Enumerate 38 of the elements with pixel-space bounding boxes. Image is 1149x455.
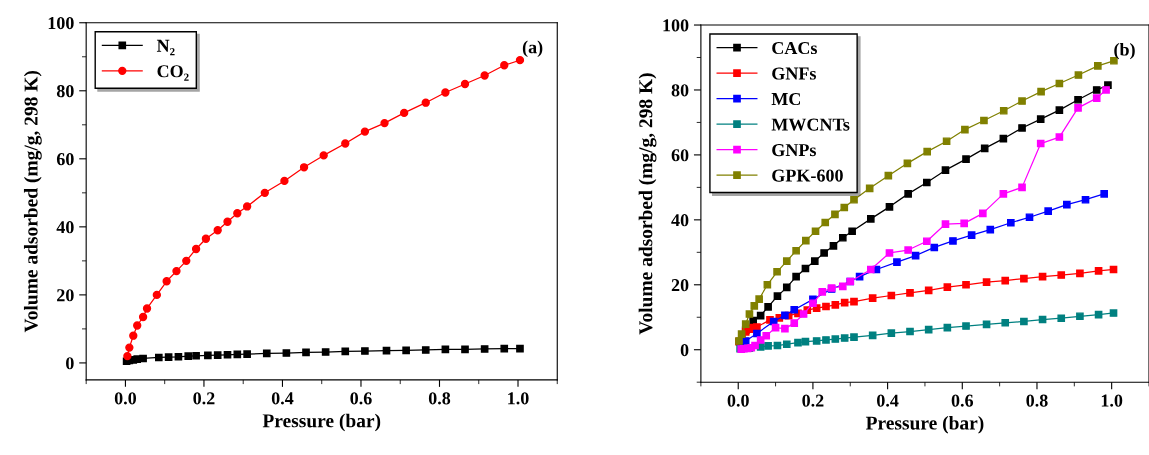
- legend-label: CO₂: [157, 65, 189, 81]
- x-tick-label: 0.6: [350, 392, 372, 405]
- y-tick-label: 80: [56, 85, 74, 98]
- y-tick-label: 0: [680, 343, 689, 357]
- y-tick-label: 20: [671, 279, 689, 292]
- y-tick-label: 0: [66, 357, 74, 370]
- y-tick-label: 60: [671, 149, 689, 162]
- y-axis-title: Volume adsorbed (mg/g, 298 K): [638, 73, 657, 335]
- x-axis-title: Pressure (bar): [865, 415, 984, 434]
- y-tick-label: 20: [57, 289, 74, 302]
- x-axis-title: Pressure (bar): [262, 413, 381, 432]
- y-tick-label: 80: [671, 84, 689, 97]
- legend-label: GNFs: [772, 67, 816, 80]
- legend-label: MWCNTs: [771, 118, 850, 131]
- x-tick-label: 1.0: [1101, 394, 1123, 407]
- x-tick-label: 0.0: [727, 394, 749, 407]
- legend-label: N₂: [156, 39, 175, 56]
- y-tick-label: 40: [671, 214, 689, 227]
- x-tick-label: 0.8: [428, 392, 451, 405]
- annotation: (a): [522, 40, 543, 57]
- x-tick-label: 0.4: [877, 394, 899, 407]
- y-tick-label: 60: [56, 153, 74, 166]
- x-tick-label: 0.0: [114, 392, 137, 405]
- x-tick-label: 1.0: [508, 392, 529, 405]
- y-tick-label: 40: [56, 221, 74, 234]
- y-tick-label: 100: [663, 19, 689, 32]
- legend-label: MC: [771, 92, 801, 106]
- x-tick-label: 0.2: [802, 394, 824, 407]
- x-tick-label: 0.2: [193, 392, 215, 405]
- x-tick-label: 0.8: [1026, 394, 1048, 407]
- y-axis-title: Volume adsorbed (mg/g, 298 K): [23, 71, 42, 333]
- legend-label: GNPs: [772, 144, 816, 157]
- legend-label: CACs: [772, 41, 818, 55]
- x-tick-label: 0.4: [271, 392, 294, 405]
- legend-label: GPK-600: [772, 169, 843, 182]
- y-tick-label: 100: [48, 17, 74, 30]
- x-tick-label: 0.6: [951, 394, 974, 407]
- annotation: (b): [1114, 42, 1135, 60]
